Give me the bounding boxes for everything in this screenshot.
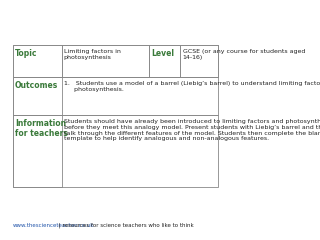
Bar (61, 45, 149, 77)
Text: Outcomes: Outcomes (15, 81, 58, 90)
Bar (13, 77, 61, 115)
Bar (13, 45, 219, 77)
Text: GCSE (or any course for students aged
14-16): GCSE (or any course for students aged 14… (183, 49, 305, 60)
Bar (149, 45, 180, 77)
Bar (13, 77, 219, 115)
Bar (13, 45, 61, 77)
Text: Limiting factors in
photosynthesis: Limiting factors in photosynthesis (64, 49, 121, 60)
Text: www.thescienceteacher.co.uk: www.thescienceteacher.co.uk (13, 223, 94, 228)
Text: Information
for teachers: Information for teachers (15, 119, 68, 138)
Text: Level: Level (151, 49, 174, 58)
Text: 1.   Students use a model of a barrel (Liebig’s barrel) to understand limiting f: 1. Students use a model of a barrel (Lie… (64, 81, 320, 92)
Bar (13, 115, 219, 187)
Text: Topic: Topic (15, 49, 37, 58)
Text: Students should have already been introduced to limiting factors and photosynthe: Students should have already been introd… (64, 119, 320, 141)
Bar (180, 45, 219, 77)
Text: | resources for science teachers who like to think: | resources for science teachers who lik… (57, 222, 194, 228)
Bar (13, 115, 61, 187)
